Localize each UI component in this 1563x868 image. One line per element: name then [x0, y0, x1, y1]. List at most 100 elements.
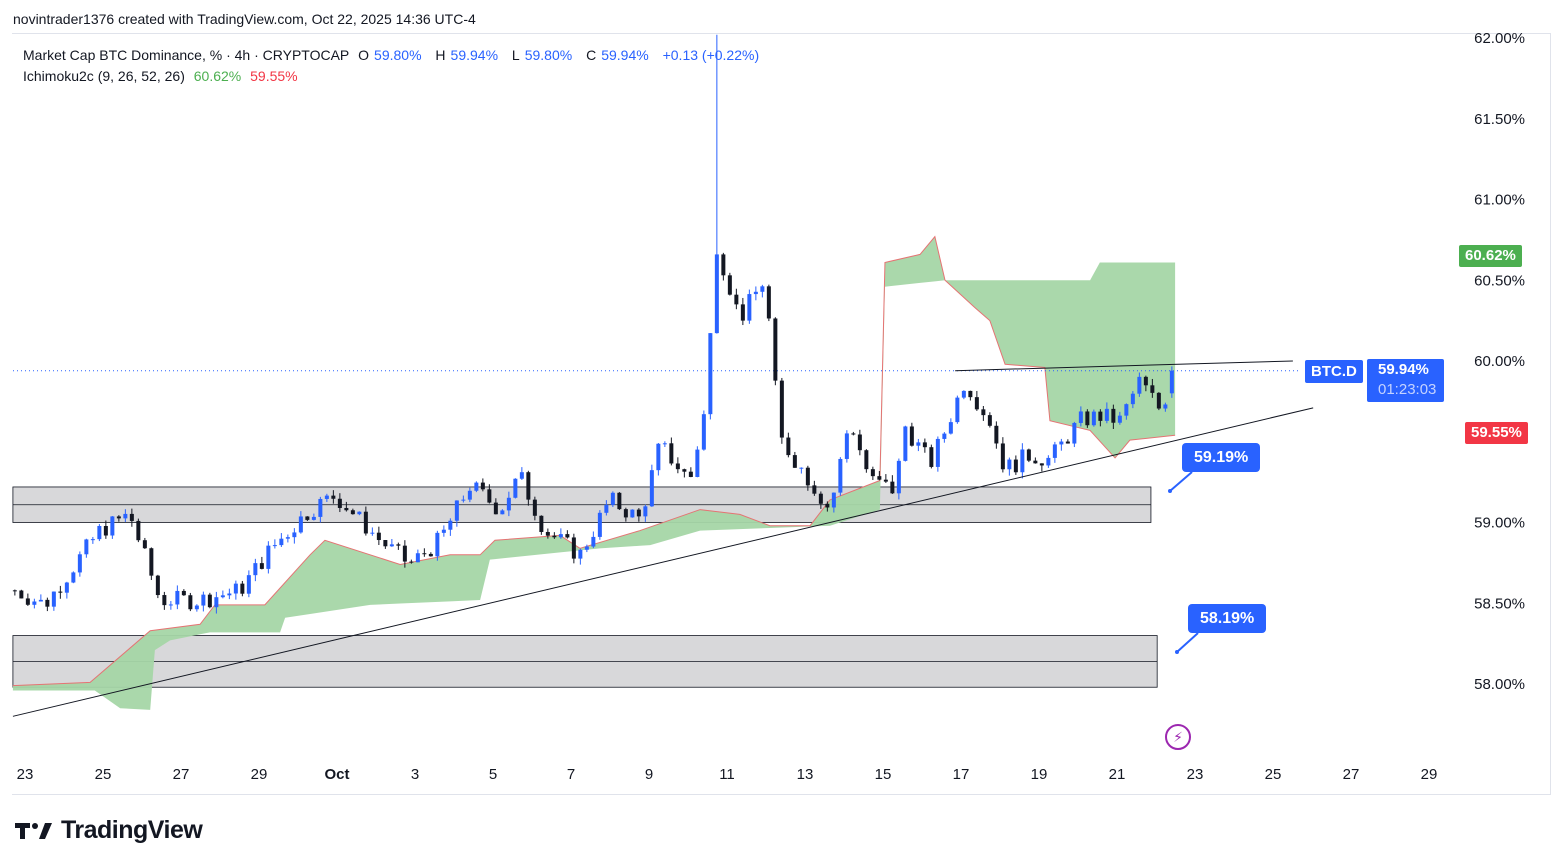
bar-countdown: 01:23:03	[1378, 381, 1437, 398]
x-tick-label: 9	[645, 766, 653, 783]
candle-body	[344, 507, 349, 511]
candle-body	[220, 595, 225, 598]
candle-body	[1163, 404, 1168, 409]
candle	[695, 446, 700, 478]
logo-text: TradingView	[61, 816, 203, 844]
candle-body	[630, 509, 635, 518]
candle	[220, 590, 225, 599]
y-tick-label: 58.50%	[1474, 595, 1525, 612]
candle	[565, 530, 570, 539]
candle-body	[1033, 460, 1038, 464]
indicator-span-b: 59.55%	[250, 68, 298, 84]
close-value: 59.94%	[601, 47, 649, 63]
candle	[662, 441, 667, 448]
candle	[227, 588, 232, 600]
candle-body	[532, 499, 537, 516]
candle-body	[110, 516, 115, 536]
candle-body	[1078, 411, 1083, 423]
candle-body	[136, 520, 141, 541]
candle-body	[84, 539, 89, 555]
candle	[38, 594, 43, 602]
candle	[344, 501, 349, 512]
candle-body	[604, 504, 609, 513]
high-label: H	[435, 47, 446, 63]
candle-body	[974, 397, 979, 410]
candle-body	[513, 478, 518, 498]
candle	[305, 516, 310, 522]
candle-body	[97, 525, 102, 540]
candle	[649, 464, 654, 507]
candle-body	[1137, 376, 1142, 394]
candle	[110, 516, 115, 539]
candle	[1065, 439, 1070, 444]
candle	[480, 478, 485, 492]
candle-body	[103, 525, 108, 536]
candle-body	[721, 254, 726, 276]
candle	[916, 438, 921, 452]
callout-pointer	[1169, 471, 1193, 492]
candle-body	[779, 380, 784, 438]
candle	[402, 540, 407, 568]
candle	[168, 601, 173, 610]
candle-body	[240, 583, 245, 594]
candle-body	[981, 409, 986, 416]
candle	[318, 496, 323, 523]
close-label: C	[586, 47, 597, 63]
callout-59-19[interactable]: 59.19%	[1182, 443, 1261, 472]
candle-body	[409, 561, 414, 563]
candle-body	[844, 433, 849, 459]
candle-body	[266, 545, 271, 569]
candle-body	[454, 500, 459, 521]
candle-body	[747, 294, 752, 321]
callout-anchor	[1168, 489, 1172, 493]
candle-body	[526, 472, 531, 500]
candle	[337, 493, 342, 513]
indicator-title[interactable]: Ichimoku2c (9, 26, 52, 26)	[23, 68, 185, 84]
y-tick-label: 61.00%	[1474, 192, 1525, 209]
candle-body	[116, 516, 121, 519]
candle	[214, 591, 219, 614]
candle-body	[870, 469, 875, 477]
candle	[656, 442, 661, 476]
candle	[812, 480, 817, 496]
candle	[682, 468, 687, 478]
candle-body	[32, 601, 37, 605]
candle-body	[493, 502, 498, 515]
candle	[1020, 443, 1025, 479]
candle-body	[64, 582, 69, 593]
candle-body	[305, 516, 310, 520]
candle	[909, 422, 914, 447]
candle-body	[428, 553, 433, 557]
symbol-title[interactable]: Market Cap BTC Dominance, % · 4h · CRYPT…	[23, 47, 350, 63]
candle-body	[552, 535, 557, 538]
candle	[1130, 391, 1135, 409]
candle	[870, 466, 875, 480]
candle	[519, 467, 524, 480]
candle-body	[1098, 411, 1103, 421]
low-value: 59.80%	[524, 47, 573, 63]
candle	[857, 429, 862, 456]
indicator-legend-row: Ichimoku2c (9, 26, 52, 26) 60.62% 59.55%	[23, 66, 764, 87]
x-tick-label: 23	[1187, 766, 1204, 783]
candle	[51, 591, 56, 611]
candle-body	[1169, 370, 1174, 394]
candle-body	[864, 450, 869, 470]
candle-body	[610, 492, 615, 505]
tradingview-logo[interactable]: TradingView	[15, 816, 203, 845]
candle-body	[883, 479, 888, 482]
x-tick-label: 27	[173, 766, 190, 783]
candle	[116, 515, 121, 522]
candle-body	[708, 333, 713, 415]
low-label: L	[511, 47, 520, 63]
callout-58-19[interactable]: 58.19%	[1188, 604, 1267, 633]
candle	[181, 589, 186, 596]
lightning-icon[interactable]: ⚡	[1165, 724, 1191, 750]
x-tick-label: 19	[1031, 766, 1048, 783]
candle-body	[636, 509, 641, 517]
y-tick-label: 60.00%	[1474, 353, 1525, 370]
candle	[1033, 457, 1038, 464]
candle	[155, 574, 160, 599]
x-tick-label: 25	[95, 766, 112, 783]
candle-body	[1130, 393, 1135, 405]
